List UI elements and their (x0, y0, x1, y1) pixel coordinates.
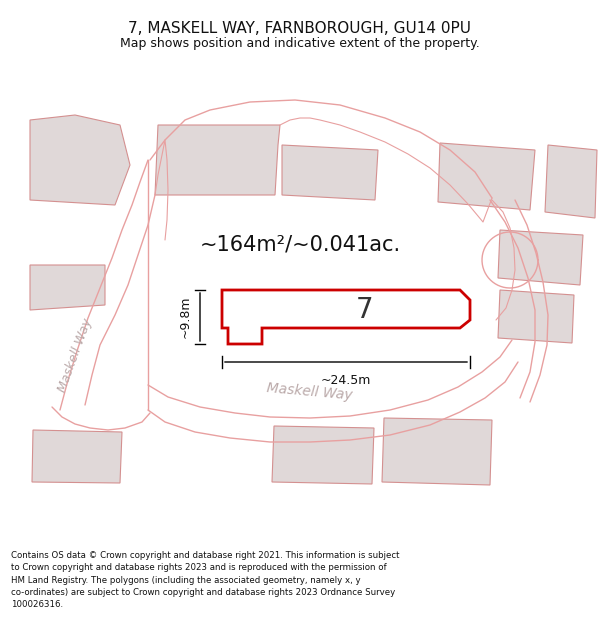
Text: 7, MASKELL WAY, FARNBOROUGH, GU14 0PU: 7, MASKELL WAY, FARNBOROUGH, GU14 0PU (128, 21, 472, 36)
Text: ~9.8m: ~9.8m (179, 296, 192, 338)
Text: Maskell Way: Maskell Way (56, 316, 94, 394)
Text: Contains OS data © Crown copyright and database right 2021. This information is : Contains OS data © Crown copyright and d… (11, 551, 400, 609)
Text: 7: 7 (356, 296, 374, 324)
Text: ~24.5m: ~24.5m (321, 374, 371, 387)
Polygon shape (282, 145, 378, 200)
Polygon shape (498, 230, 583, 285)
Polygon shape (155, 125, 280, 195)
Polygon shape (382, 418, 492, 485)
Polygon shape (32, 430, 122, 483)
Polygon shape (272, 426, 374, 484)
Polygon shape (222, 290, 470, 344)
Polygon shape (438, 143, 535, 210)
Polygon shape (30, 265, 105, 310)
Polygon shape (545, 145, 597, 218)
Polygon shape (30, 115, 130, 205)
Text: ~164m²/~0.041ac.: ~164m²/~0.041ac. (199, 235, 401, 255)
Polygon shape (498, 290, 574, 343)
Text: Maskell Way: Maskell Way (266, 381, 353, 402)
Text: Map shows position and indicative extent of the property.: Map shows position and indicative extent… (120, 38, 480, 50)
